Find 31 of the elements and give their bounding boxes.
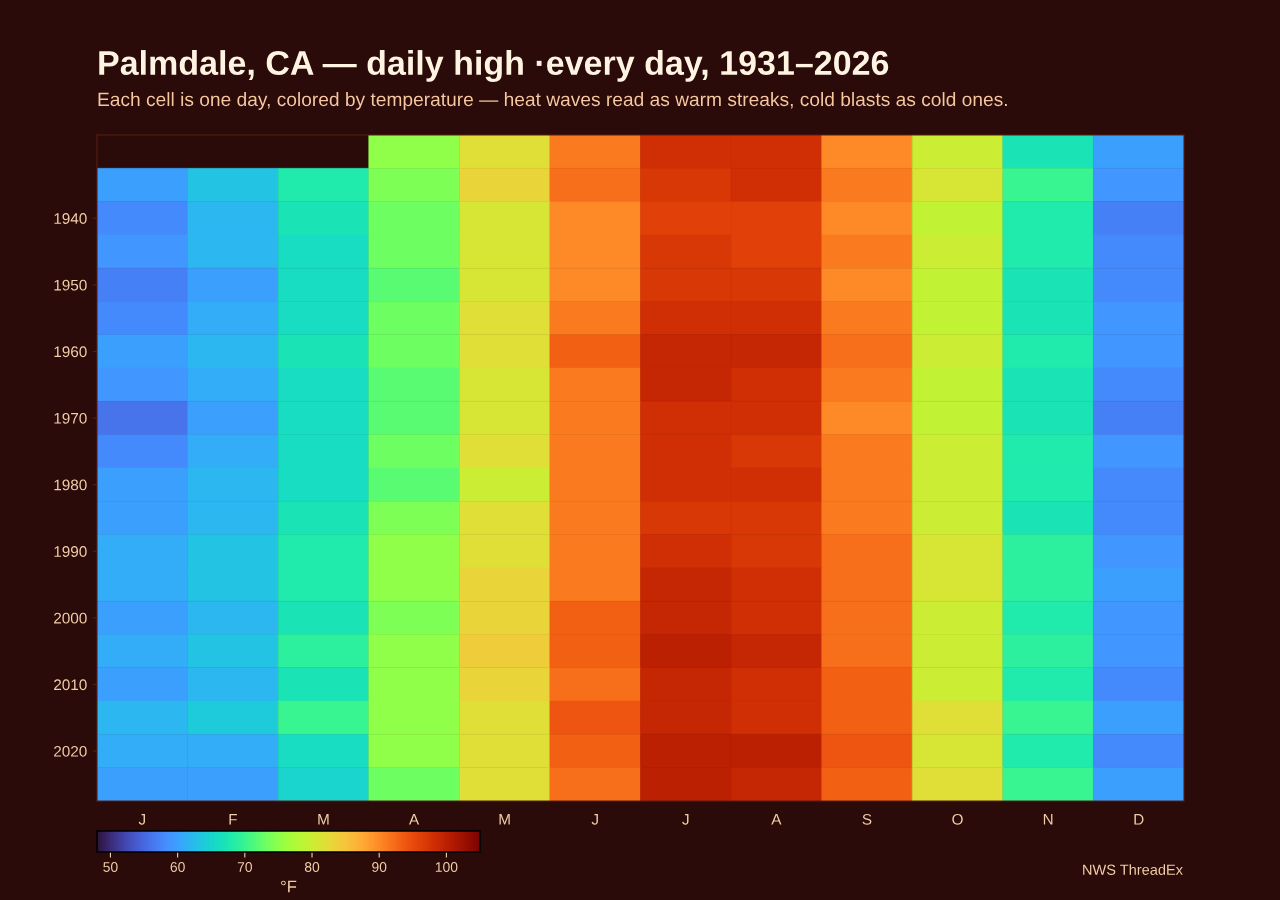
x-tick-label: D <box>1134 814 1144 825</box>
x-tick-label: A <box>408 814 420 825</box>
y-tick-label: 1960 <box>54 346 87 358</box>
x-tick-label: F <box>229 814 237 825</box>
chart-title: Palmdale, CA — daily high ·every day, 1931–2026 <box>99 50 889 82</box>
x-tick-label: O <box>952 813 963 825</box>
y-tick-label: 1970 <box>54 412 87 424</box>
color-bar-label: 70 <box>237 862 253 872</box>
text: NWS ThreadEx <box>1083 864 1183 875</box>
x-tick-label: J <box>138 814 145 825</box>
chart-subtitle: Each cell is one day, colored by temperature — heat waves read as warm streaks, cold blasts as cold ones. <box>98 92 1007 110</box>
color-bar-label: 90 <box>372 862 387 872</box>
y-tick-label: 1950 <box>54 279 87 291</box>
x-tick-label: N <box>1043 814 1053 825</box>
x-tick-label: J <box>682 814 689 825</box>
y-tick-label: 1980 <box>54 479 87 491</box>
x-tick-label: S <box>862 813 872 825</box>
color-bar-label: 100 <box>435 862 458 872</box>
x-tick-label: A <box>771 814 782 825</box>
y-tick-label: 2000 <box>54 612 87 624</box>
y-tick-label: 1990 <box>54 546 87 557</box>
x-tick-label: M <box>499 814 510 825</box>
y-tick-label: 2010 <box>54 679 87 691</box>
color-bar-label: 80 <box>304 862 320 872</box>
color-bar-title: °F <box>281 880 297 893</box>
color-bar-label: 60 <box>170 862 185 872</box>
color-bar-label: 50 <box>103 862 118 872</box>
x-tick-label: J <box>591 814 598 825</box>
y-tick-label: 1940 <box>54 213 87 224</box>
x-tick-label: M <box>318 814 329 825</box>
y-tick-label: 2020 <box>54 745 87 757</box>
